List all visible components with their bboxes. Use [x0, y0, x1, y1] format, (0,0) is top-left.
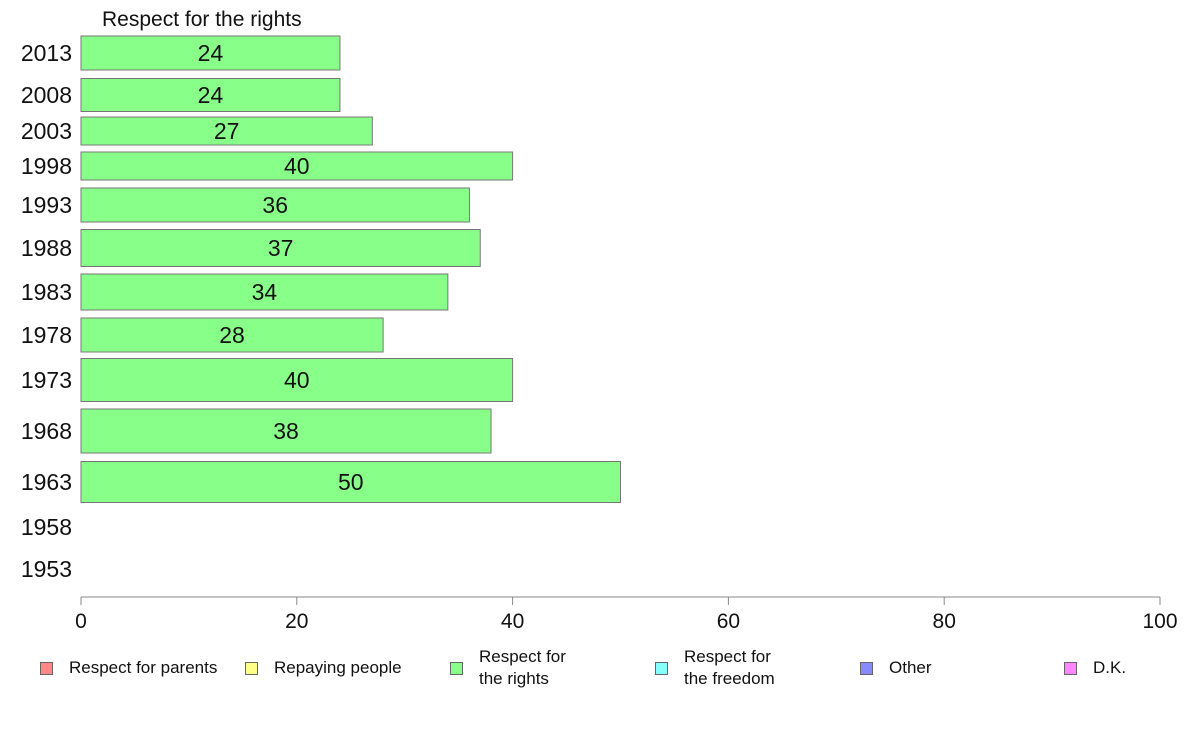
x-tick-label: 60 — [717, 610, 740, 633]
bar — [80, 358, 514, 402]
y-tick-label: 1973 — [21, 367, 72, 393]
legend-swatch — [1064, 661, 1077, 675]
bar — [80, 461, 621, 503]
legend-swatch — [860, 661, 873, 675]
legend-item: Other — [860, 648, 932, 688]
bar-value-label: 28 — [219, 322, 245, 348]
bar — [80, 317, 384, 353]
bar-value-label: 36 — [262, 192, 288, 218]
bar — [80, 229, 481, 267]
x-tick-label: 40 — [501, 610, 524, 633]
bar-value-label: 37 — [268, 235, 294, 261]
legend-label: Respect for the rights — [479, 647, 566, 688]
y-tick-label: 1953 — [21, 556, 72, 582]
legend-item: Respect for the freedom — [655, 647, 775, 688]
bar — [80, 78, 341, 112]
legend-label: Respect for the freedom — [684, 647, 775, 688]
bar — [80, 116, 373, 146]
y-tick-label: 1978 — [21, 322, 72, 348]
x-axis: 0 20 40 60 80 100 — [75, 596, 1178, 633]
bar-value-label: 40 — [284, 367, 310, 393]
bar-value-label: 27 — [214, 118, 240, 144]
y-tick-label: 2008 — [21, 82, 72, 108]
y-tick-label: 1968 — [21, 418, 72, 444]
x-tick-label: 20 — [285, 610, 308, 633]
bar — [80, 35, 341, 71]
legend-label: D.K. — [1093, 658, 1127, 677]
bar — [80, 151, 514, 181]
y-tick-label: 1983 — [21, 279, 72, 305]
x-tick-label: 0 — [75, 610, 87, 633]
y-tick-label: 1963 — [21, 469, 72, 495]
bar-value-label: 50 — [338, 469, 364, 495]
bar — [80, 273, 449, 311]
legend-swatch — [245, 661, 258, 675]
bar — [80, 187, 470, 223]
legend-swatch — [655, 661, 668, 675]
y-tick-label: 1958 — [21, 514, 72, 540]
y-tick-label: 1988 — [21, 235, 72, 261]
bar-value-label: 34 — [252, 279, 278, 305]
y-axis-labels: 2013 2008 2003 1998 1993 1988 1983 1978 1973 1968… — [21, 40, 72, 582]
bar-value-label: 24 — [198, 82, 224, 108]
chart-title: Respect for the rights — [102, 8, 302, 31]
legend-swatch — [40, 661, 53, 675]
x-tick-label: 100 — [1142, 610, 1177, 633]
bar-value-label: 24 — [198, 40, 224, 66]
bar — [80, 408, 492, 454]
bar-value-label: 40 — [284, 153, 310, 179]
x-tick-label: 80 — [933, 610, 956, 633]
y-tick-label: 1998 — [21, 153, 72, 179]
legend-item: Respect for the rights — [450, 647, 566, 688]
legend-label: Other — [889, 658, 932, 677]
legend-swatch — [450, 661, 463, 675]
legend-label: Repaying people — [274, 658, 402, 677]
y-tick-label: 1993 — [21, 192, 72, 218]
legend-item: D.K. — [1064, 648, 1126, 688]
legend-label: Respect for parents — [69, 658, 218, 677]
y-tick-label: 2003 — [21, 118, 72, 144]
bar-value-label: 38 — [273, 418, 299, 444]
legend-item: Respect for parents — [40, 648, 217, 688]
y-tick-label: 2013 — [21, 40, 72, 66]
legend-item: Repaying people — [245, 648, 402, 688]
bar-group: 24 24 27 40 36 37 34 28 40 38 50 — [80, 35, 621, 503]
